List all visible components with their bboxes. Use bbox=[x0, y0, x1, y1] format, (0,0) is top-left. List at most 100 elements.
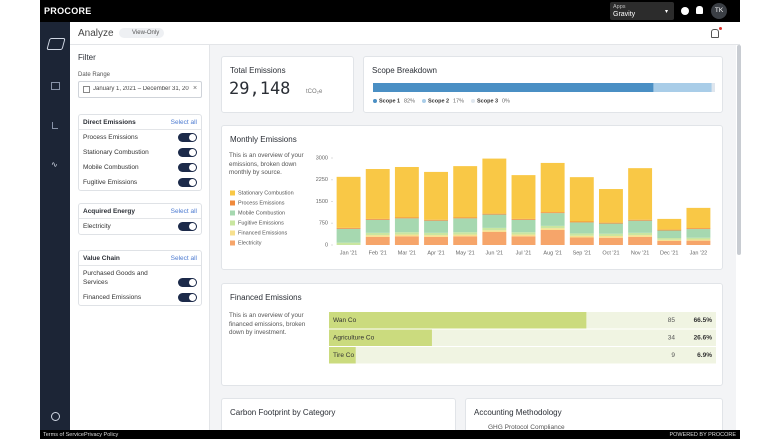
date-range-input[interactable]: January 1, 2021 – December 31, 20 × bbox=[78, 81, 202, 98]
bar-segment bbox=[653, 83, 712, 92]
notifications-icon[interactable] bbox=[696, 6, 703, 14]
dashboard: Total Emissions 29,148 tCO₂e Scope Break… bbox=[210, 45, 741, 438]
total-unit: tCO₂e bbox=[306, 89, 323, 95]
bar-segment bbox=[336, 242, 361, 245]
bar-segment bbox=[336, 228, 361, 243]
nav-reports[interactable] bbox=[52, 122, 58, 129]
clear-icon[interactable]: × bbox=[193, 85, 198, 92]
x-tick-label: Jun '21 bbox=[486, 250, 504, 256]
logo[interactable]: PROCORE bbox=[44, 6, 92, 16]
filter-item: Fugitive Emissions bbox=[79, 175, 201, 190]
bar-segment bbox=[394, 232, 419, 235]
toggle[interactable] bbox=[178, 278, 197, 287]
item-label: Electricity bbox=[83, 223, 111, 230]
legend-label: Scope 3 bbox=[477, 98, 498, 104]
nav-settings[interactable] bbox=[51, 412, 60, 421]
filter-item: Stationary Combustion bbox=[79, 145, 201, 160]
card-description: This is an overview of your financed emi… bbox=[229, 312, 306, 336]
toggle[interactable] bbox=[178, 222, 197, 231]
legend-label: Scope 1 bbox=[379, 98, 400, 104]
filter-item: Process Emissions bbox=[79, 130, 201, 145]
bar-segment bbox=[482, 227, 507, 231]
select-all[interactable]: Select all bbox=[170, 119, 197, 126]
toggle[interactable] bbox=[178, 163, 197, 172]
apps-dropdown[interactable]: Apps Gravity ▾ bbox=[610, 2, 674, 20]
bar-segment bbox=[453, 218, 478, 233]
filter-panel bbox=[70, 45, 210, 430]
alerts-icon[interactable] bbox=[711, 29, 719, 38]
bar-segment bbox=[599, 223, 623, 234]
bar-segment bbox=[365, 236, 390, 245]
bar-segment bbox=[569, 221, 594, 223]
bar-segment bbox=[569, 235, 594, 238]
total-value: 29,148 bbox=[229, 79, 291, 99]
bar-segment bbox=[482, 213, 507, 215]
date-range-value: January 1, 2021 – December 31, 20 bbox=[93, 86, 189, 92]
card-title: Accounting Methodology bbox=[474, 408, 562, 417]
terms-link[interactable]: Terms of Service bbox=[43, 431, 84, 438]
view-only-badge: View-Only bbox=[119, 28, 165, 38]
monthly-chart: 0 750 1500 2250 3000 Jan '21 Feb '21 Mar '21 Apr… bbox=[230, 155, 711, 256]
card-title: Total Emissions bbox=[230, 66, 286, 75]
legend-dot bbox=[471, 99, 475, 103]
bar-segment bbox=[424, 236, 448, 245]
bar-segment bbox=[569, 222, 594, 234]
date-range-label: Date Range bbox=[78, 72, 111, 78]
nav-logo[interactable] bbox=[46, 38, 66, 50]
bar-segment bbox=[482, 231, 507, 245]
bar-segment bbox=[511, 219, 536, 233]
group-title: Value Chain bbox=[83, 255, 120, 262]
bar-segment bbox=[569, 237, 594, 245]
x-tick-label: Jan '21 bbox=[340, 250, 358, 256]
bar-segment bbox=[540, 162, 565, 213]
filter-group: Acquired Energy Select all Electricity bbox=[78, 203, 202, 235]
filter-item: Financed Emissions bbox=[79, 290, 201, 305]
select-all[interactable]: Select all bbox=[170, 255, 197, 262]
bar-segment bbox=[686, 229, 711, 238]
select-all[interactable]: Select all bbox=[170, 208, 197, 215]
monthly-card: Monthly Emissions This is an overview of… bbox=[221, 125, 723, 270]
x-tick-label: Feb '21 bbox=[369, 250, 387, 256]
amount: 85 bbox=[668, 317, 676, 324]
nav-home[interactable] bbox=[51, 82, 60, 90]
bar-segment bbox=[628, 235, 653, 237]
legend-value: 82% bbox=[404, 98, 415, 104]
avatar[interactable]: TK bbox=[711, 3, 727, 19]
item-label: Process Emissions bbox=[83, 134, 138, 141]
bar-segment bbox=[686, 207, 711, 229]
legend-label: Process Emissions bbox=[238, 200, 285, 206]
legend-label: Electricity bbox=[238, 240, 262, 246]
toggle[interactable] bbox=[178, 133, 197, 142]
item-label: Stationary Combustion bbox=[83, 149, 149, 156]
bar-segment bbox=[686, 240, 711, 245]
item-label: Financed Emissions bbox=[83, 294, 142, 301]
nav-analyze[interactable]: ∿ bbox=[51, 160, 58, 169]
bar-segment bbox=[628, 219, 653, 221]
bar-segment bbox=[657, 230, 682, 239]
bar-segment bbox=[424, 171, 448, 220]
bar-segment bbox=[482, 214, 507, 228]
legend-dot bbox=[422, 99, 426, 103]
bar-track bbox=[329, 347, 716, 364]
filter-item: Purchased Goods and Services bbox=[79, 266, 201, 290]
item-label: Mobile Combustion bbox=[83, 164, 139, 171]
bar-segment bbox=[336, 176, 361, 228]
x-tick-label: Dec '21 bbox=[660, 250, 678, 256]
item-label: Purchased Goods and Services bbox=[83, 270, 148, 286]
page-title: Analyze bbox=[78, 28, 114, 39]
toggle[interactable] bbox=[178, 293, 197, 302]
help-icon[interactable] bbox=[681, 7, 689, 15]
legend-label: Financed Emissions bbox=[238, 230, 287, 236]
x-tick-label: Mar '21 bbox=[398, 250, 416, 256]
toggle[interactable] bbox=[178, 178, 197, 187]
toggle[interactable] bbox=[178, 148, 197, 157]
bar-segment bbox=[365, 219, 390, 233]
bar-segment bbox=[628, 220, 653, 233]
bar-segment bbox=[657, 218, 682, 230]
amount: 34 bbox=[668, 335, 676, 342]
bar-segment bbox=[540, 225, 565, 229]
scrollbar[interactable] bbox=[737, 45, 741, 255]
legend-swatch bbox=[230, 200, 235, 206]
privacy-link[interactable]: Privacy Policy bbox=[84, 431, 119, 438]
